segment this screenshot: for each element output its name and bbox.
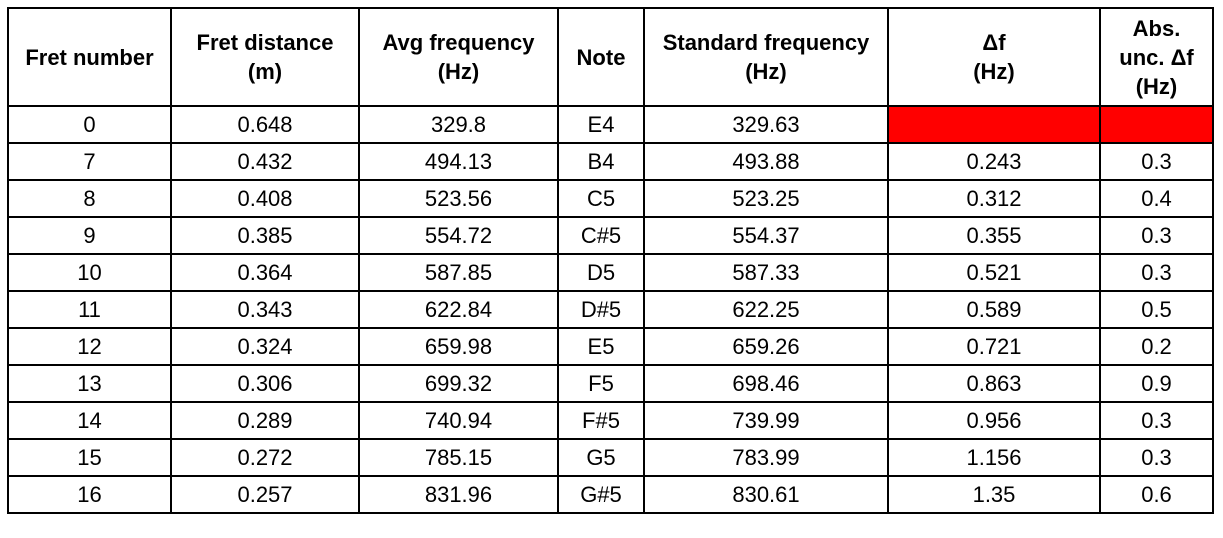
- standard-frequency-cell: 659.26: [643, 327, 889, 366]
- delta-f-cell: 0.312: [887, 179, 1101, 218]
- avg-frequency-cell: 494.13: [358, 142, 559, 181]
- avg-frequency-cell: 785.15: [358, 438, 559, 477]
- standard-frequency-cell: 698.46: [643, 364, 889, 403]
- abs-uncertainty-cell: 0.3: [1099, 253, 1214, 292]
- table-row: 13 0.306 699.32 F5 698.46 0.863 0.9: [7, 364, 1214, 403]
- fret-distance-cell: 0.257: [170, 475, 360, 514]
- standard-frequency-cell: 622.25: [643, 290, 889, 329]
- avg-frequency-cell: 659.98: [358, 327, 559, 366]
- standard-frequency-cell: 739.99: [643, 401, 889, 440]
- fret-number-cell: 13: [7, 364, 172, 403]
- avg-frequency-cell: 523.56: [358, 179, 559, 218]
- avg-frequency-cell: 622.84: [358, 290, 559, 329]
- fret-frequency-table: Fret number Fret distance (m) Avg freque…: [7, 7, 1214, 514]
- header-note: Note: [557, 7, 645, 107]
- fret-distance-cell: 0.272: [170, 438, 360, 477]
- fret-number-cell: 8: [7, 179, 172, 218]
- fret-distance-cell: 0.289: [170, 401, 360, 440]
- standard-frequency-cell: 493.88: [643, 142, 889, 181]
- table-row: 15 0.272 785.15 G5 783.99 1.156 0.3: [7, 438, 1214, 477]
- abs-uncertainty-cell: 0.3: [1099, 142, 1214, 181]
- fret-distance-cell: 0.432: [170, 142, 360, 181]
- note-cell: D#5: [557, 290, 645, 329]
- avg-frequency-cell: 329.8: [358, 105, 559, 144]
- header-row: Fret number Fret distance (m) Avg freque…: [7, 7, 1214, 107]
- abs-uncertainty-cell: 0.6: [1099, 475, 1214, 514]
- standard-frequency-cell: 554.37: [643, 216, 889, 255]
- note-cell: G#5: [557, 475, 645, 514]
- fret-distance-cell: 0.306: [170, 364, 360, 403]
- header-standard-frequency: Standard frequency (Hz): [643, 7, 889, 107]
- avg-frequency-cell: 699.32: [358, 364, 559, 403]
- delta-f-cell: 0.243: [887, 142, 1101, 181]
- note-cell: F5: [557, 364, 645, 403]
- abs-uncertainty-cell: 0.5: [1099, 290, 1214, 329]
- abs-uncertainty-cell: 0.9: [1099, 364, 1214, 403]
- avg-frequency-cell: 831.96: [358, 475, 559, 514]
- table-row: 0 0.648 329.8 E4 329.63: [7, 105, 1214, 144]
- header-abs-uncertainty: Abs. unc. Δf (Hz): [1099, 7, 1214, 107]
- standard-frequency-cell: 523.25: [643, 179, 889, 218]
- standard-frequency-cell: 329.63: [643, 105, 889, 144]
- avg-frequency-cell: 740.94: [358, 401, 559, 440]
- abs-uncertainty-cell: 0.3: [1099, 438, 1214, 477]
- table-row: 16 0.257 831.96 G#5 830.61 1.35 0.6: [7, 475, 1214, 514]
- table-row: 14 0.289 740.94 F#5 739.99 0.956 0.3: [7, 401, 1214, 440]
- header-delta-f: Δf (Hz): [887, 7, 1101, 107]
- fret-number-cell: 11: [7, 290, 172, 329]
- abs-uncertainty-cell: 0.2: [1099, 327, 1214, 366]
- note-cell: E5: [557, 327, 645, 366]
- fret-number-cell: 14: [7, 401, 172, 440]
- table-body: 0 0.648 329.8 E4 329.63 7 0.432 494.13 B4 493.88 0…: [7, 105, 1214, 514]
- fret-number-cell: 7: [7, 142, 172, 181]
- table-row: 12 0.324 659.98 E5 659.26 0.721 0.2: [7, 327, 1214, 366]
- delta-f-cell: 0.355: [887, 216, 1101, 255]
- note-cell: B4: [557, 142, 645, 181]
- note-cell: E4: [557, 105, 645, 144]
- fret-distance-cell: 0.324: [170, 327, 360, 366]
- fret-number-cell: 10: [7, 253, 172, 292]
- note-cell: C5: [557, 179, 645, 218]
- delta-f-cell: 0.721: [887, 327, 1101, 366]
- abs-uncertainty-cell: 0.3: [1099, 401, 1214, 440]
- standard-frequency-cell: 783.99: [643, 438, 889, 477]
- header-avg-frequency: Avg frequency (Hz): [358, 7, 559, 107]
- table-row: 11 0.343 622.84 D#5 622.25 0.589 0.5: [7, 290, 1214, 329]
- standard-frequency-cell: 830.61: [643, 475, 889, 514]
- fret-distance-cell: 0.364: [170, 253, 360, 292]
- fret-distance-cell: 0.343: [170, 290, 360, 329]
- table-row: 7 0.432 494.13 B4 493.88 0.243 0.3: [7, 142, 1214, 181]
- fret-distance-cell: 0.408: [170, 179, 360, 218]
- note-cell: C#5: [557, 216, 645, 255]
- abs-uncertainty-cell: 0.4: [1099, 179, 1214, 218]
- delta-f-cell: 1.156: [887, 438, 1101, 477]
- avg-frequency-cell: 587.85: [358, 253, 559, 292]
- delta-f-cell: 0.521: [887, 253, 1101, 292]
- table-row: 9 0.385 554.72 C#5 554.37 0.355 0.3: [7, 216, 1214, 255]
- delta-f-cell: 1.35: [887, 475, 1101, 514]
- delta-f-cell: 0.956: [887, 401, 1101, 440]
- delta-f-cell: [887, 105, 1101, 144]
- fret-distance-cell: 0.648: [170, 105, 360, 144]
- abs-uncertainty-cell: 0.3: [1099, 216, 1214, 255]
- fret-distance-cell: 0.385: [170, 216, 360, 255]
- header-fret-distance: Fret distance (m): [170, 7, 360, 107]
- table-row: 10 0.364 587.85 D5 587.33 0.521 0.3: [7, 253, 1214, 292]
- note-cell: F#5: [557, 401, 645, 440]
- abs-uncertainty-cell: [1099, 105, 1214, 144]
- note-cell: G5: [557, 438, 645, 477]
- delta-f-cell: 0.863: [887, 364, 1101, 403]
- header-fret-number: Fret number: [7, 7, 172, 107]
- note-cell: D5: [557, 253, 645, 292]
- fret-number-cell: 0: [7, 105, 172, 144]
- avg-frequency-cell: 554.72: [358, 216, 559, 255]
- fret-number-cell: 15: [7, 438, 172, 477]
- fret-number-cell: 9: [7, 216, 172, 255]
- delta-f-cell: 0.589: [887, 290, 1101, 329]
- standard-frequency-cell: 587.33: [643, 253, 889, 292]
- fret-number-cell: 12: [7, 327, 172, 366]
- fret-number-cell: 16: [7, 475, 172, 514]
- table-row: 8 0.408 523.56 C5 523.25 0.312 0.4: [7, 179, 1214, 218]
